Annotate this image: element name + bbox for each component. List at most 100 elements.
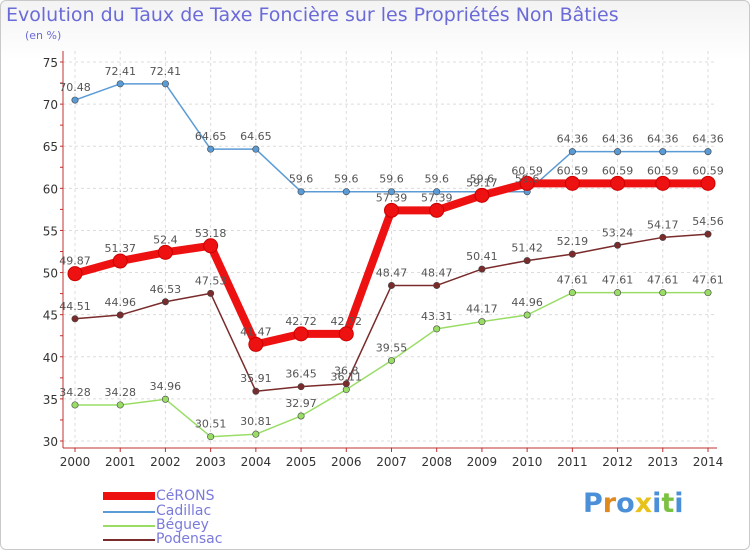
data-label-beguey: 47.61	[602, 274, 634, 287]
data-label-cerons: 60.59	[692, 164, 724, 177]
data-label-cadillac: 59.6	[515, 173, 540, 186]
data-point-cadillac	[71, 96, 79, 104]
y-tick-label: 30	[43, 435, 58, 449]
data-point-beguey	[523, 311, 531, 319]
x-tick-label: 2014	[693, 455, 724, 469]
x-tick-label: 2005	[286, 455, 317, 469]
data-point-cerons	[519, 175, 535, 191]
data-point-cadillac	[207, 145, 215, 153]
data-point-cadillac	[614, 148, 622, 156]
data-label-beguey: 32.97	[285, 397, 317, 410]
data-label-podensac: 36.8	[334, 365, 359, 378]
data-label-cerons: 59.17	[466, 176, 498, 189]
data-point-beguey	[71, 401, 79, 409]
logo-letter: o	[616, 488, 635, 519]
axis-layer: 30 35 40 45 50 55 60 65 70 75 2000 2001 2002 2003 2004…	[43, 51, 724, 469]
series-layer	[67, 80, 716, 441]
x-tick-label: 2013	[648, 455, 679, 469]
logo-letter: x	[634, 488, 653, 519]
logo-letter: i	[652, 488, 662, 519]
data-point-podensac	[161, 298, 169, 306]
data-point-podensac	[387, 281, 395, 289]
data-label-cerons: 60.59	[647, 164, 679, 177]
data-label-beguey: 44.96	[511, 296, 543, 309]
data-point-cadillac	[342, 188, 350, 196]
data-label-cadillac: 64.36	[692, 133, 724, 146]
data-label-podensac: 50.41	[466, 250, 498, 263]
data-label-beguey: 44.17	[466, 303, 498, 316]
y-tick-label: 35	[43, 393, 58, 407]
y-tick-label: 45	[43, 309, 58, 323]
data-point-cerons	[429, 202, 445, 218]
data-label-cerons: 60.59	[557, 164, 589, 177]
data-point-cerons	[203, 238, 219, 254]
legend-swatch-cerons	[103, 492, 155, 500]
data-point-podensac	[71, 315, 79, 323]
logo-letter: P	[583, 488, 603, 519]
data-point-podensac	[659, 233, 667, 241]
data-label-beguey: 43.31	[421, 310, 453, 323]
x-tick-label: 2002	[150, 455, 181, 469]
data-point-cadillac	[568, 148, 576, 156]
data-point-cerons	[655, 175, 671, 191]
data-label-podensac: 46.53	[150, 283, 182, 296]
data-label-podensac: 51.42	[511, 242, 543, 255]
data-label-beguey: 34.28	[104, 386, 136, 399]
data-point-cerons	[67, 266, 83, 282]
data-point-podensac	[207, 289, 215, 297]
y-tick-label: 70	[43, 98, 58, 112]
data-label-podensac: 36.45	[285, 368, 317, 381]
data-label-beguey: 34.28	[59, 386, 91, 399]
data-point-beguey	[704, 289, 712, 297]
data-point-beguey	[161, 395, 169, 403]
data-label-cadillac: 59.6	[424, 173, 449, 186]
logo-letter: t	[661, 488, 675, 519]
y-tick-label: 60	[43, 182, 58, 196]
logo-letter: r	[602, 488, 617, 519]
data-label-cadillac: 64.36	[557, 133, 589, 146]
data-point-cerons	[112, 253, 128, 269]
y-tick-label: 40	[43, 351, 58, 365]
data-point-podensac	[342, 380, 350, 388]
data-label-cadillac: 64.65	[240, 130, 272, 143]
data-label-beguey: 47.61	[557, 274, 589, 287]
x-tick-label: 2012	[602, 455, 633, 469]
data-point-cerons	[293, 326, 309, 342]
data-point-cadillac	[433, 188, 441, 196]
data-point-podensac	[523, 257, 531, 265]
data-point-beguey	[568, 289, 576, 297]
x-tick-label: 2011	[557, 455, 588, 469]
data-label-cadillac: 64.36	[647, 133, 679, 146]
data-point-beguey	[207, 433, 215, 441]
data-point-cerons	[474, 187, 490, 203]
legend-label-cadillac: Cadillac	[156, 503, 212, 519]
data-label-cerons: 52.4	[153, 233, 178, 246]
data-point-cadillac	[161, 80, 169, 88]
data-point-cadillac	[704, 148, 712, 156]
data-point-beguey	[297, 412, 305, 420]
data-label-podensac: 35.91	[240, 372, 272, 385]
data-point-beguey	[342, 386, 350, 394]
x-tick-label: 2010	[512, 455, 543, 469]
data-label-beguey: 36.11	[331, 371, 363, 384]
legend-label-beguey: Béguey	[156, 517, 209, 533]
data-point-cadillac	[252, 145, 260, 153]
x-tick-label: 2006	[331, 455, 362, 469]
data-point-cerons	[564, 175, 580, 191]
data-point-cerons	[610, 175, 626, 191]
x-tick-label: 2004	[241, 455, 272, 469]
data-label-podensac: 53.24	[602, 226, 634, 239]
data-label-cadillac: 72.41	[104, 65, 136, 78]
legend-label-cerons: CéRONS	[156, 488, 215, 504]
legend-swatch-cadillac	[103, 511, 155, 513]
data-point-podensac	[116, 311, 124, 319]
chart-title: Evolution du Taux de Taxe Foncière sur l…	[6, 4, 619, 26]
x-tick-label: 2001	[105, 455, 136, 469]
data-point-podensac	[297, 383, 305, 391]
data-point-cerons	[384, 202, 399, 218]
data-point-beguey	[614, 289, 622, 297]
data-label-cerons: 41.47	[240, 325, 272, 338]
data-label-cerons: 42.72	[285, 315, 317, 328]
data-label-beguey: 30.81	[240, 415, 272, 428]
